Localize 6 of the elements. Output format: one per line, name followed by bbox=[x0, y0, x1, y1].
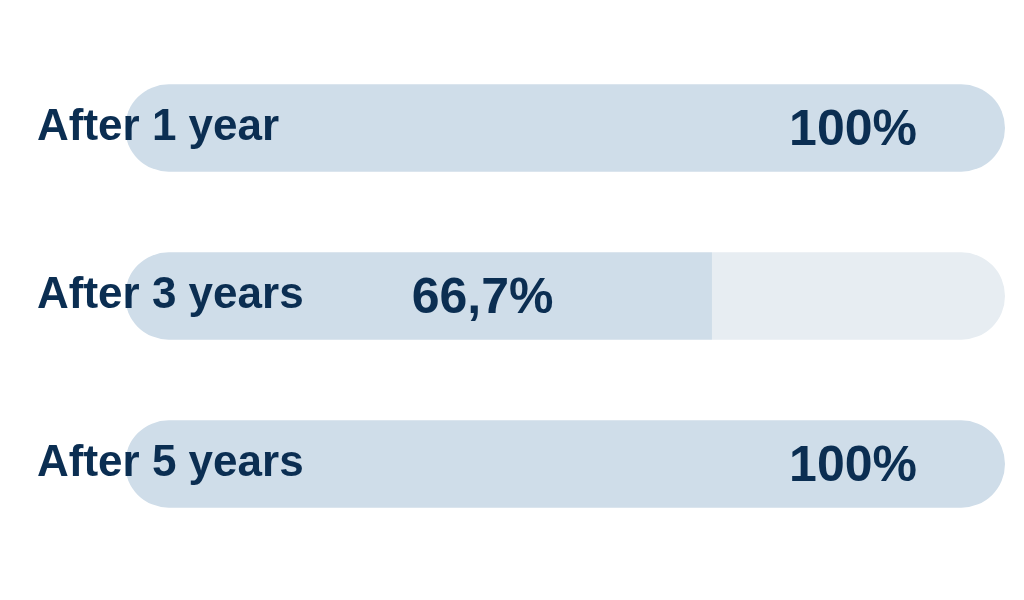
y-tick-label: After 1 year bbox=[37, 100, 280, 150]
y-tick-label: After 3 years bbox=[37, 268, 304, 318]
data-label: 100% bbox=[789, 435, 917, 492]
data-label: 100% bbox=[789, 99, 917, 156]
data-label: 66,7% bbox=[411, 267, 554, 324]
y-tick-label: After 5 years bbox=[37, 436, 304, 486]
